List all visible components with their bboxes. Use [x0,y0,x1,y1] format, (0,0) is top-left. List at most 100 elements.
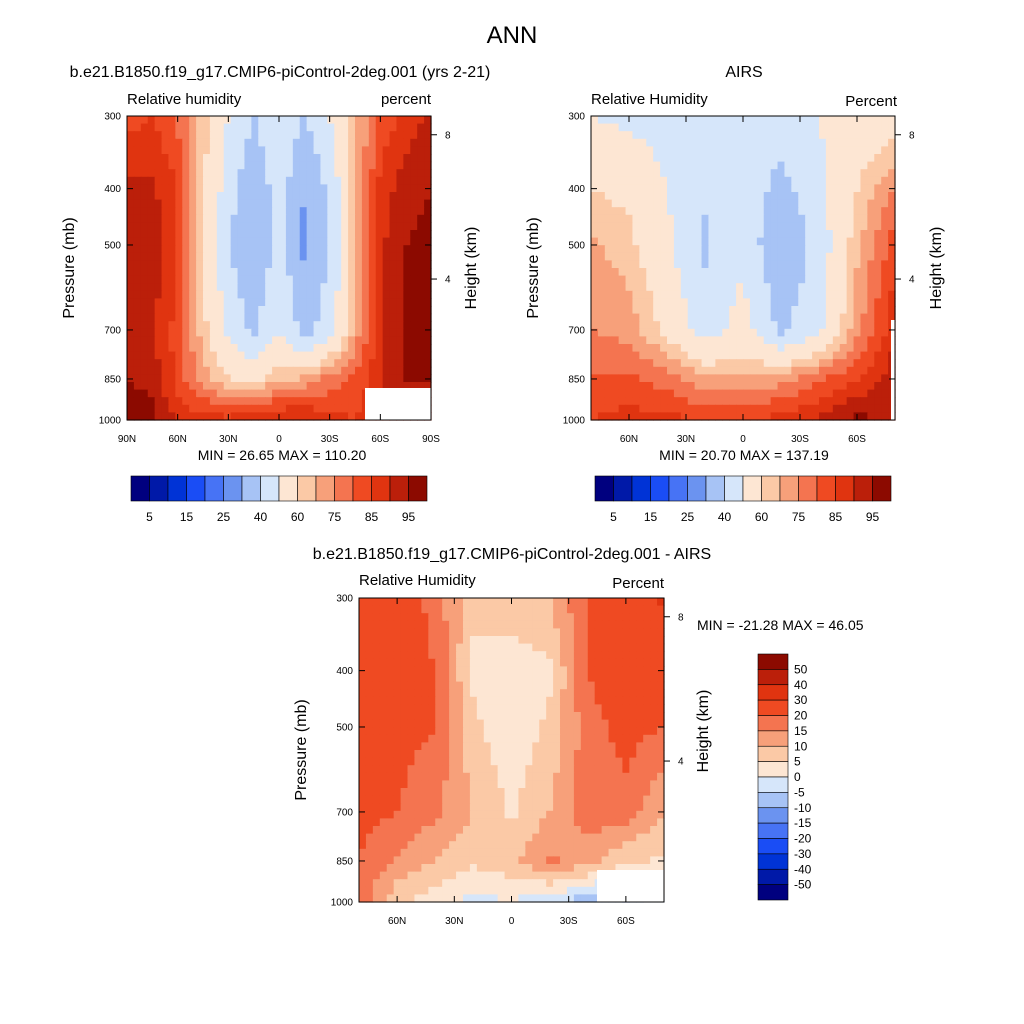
contour-cell [615,788,624,797]
contour-cell [497,780,506,789]
contour-cell [643,757,651,766]
contour-cell [715,404,723,413]
contour-cell [756,306,765,315]
contour-cell [629,681,637,690]
contour-cell [168,306,176,315]
contour-cell [591,252,599,261]
contour-cell [313,306,322,315]
contour-cell [532,605,540,614]
contour-cell [580,803,589,812]
contour-cell [643,788,651,797]
contour-cell [743,374,751,383]
contour-cell [511,788,520,797]
contour-cell [497,788,506,797]
colorbar-swatch [204,475,224,502]
colorbar-swatch [761,475,781,502]
contour-cell [646,397,654,406]
contour-cell [650,719,658,728]
contour-cell [483,795,492,804]
contour-cell [428,765,436,774]
contour-cell [462,628,471,637]
contour-cell [643,750,651,759]
contour-cell [825,404,834,413]
contour-cell [636,704,644,713]
contour-cell [393,696,402,705]
contour-cell [428,658,436,667]
contour-cell [456,605,464,614]
contour-cell [736,116,744,125]
contour-cell [646,404,654,413]
contour-cell [867,237,875,246]
contour-cell [566,613,575,622]
contour-cell [292,199,301,208]
contour-cell [701,298,710,307]
contour-cell [867,397,875,406]
contour-cell [361,176,370,185]
contour-cell [853,351,862,360]
contour-cell [653,230,661,239]
contour-cell [819,397,827,406]
contour-cell [777,131,786,140]
contour-cell [587,598,596,607]
contour-cell [646,146,654,155]
contour-cell [756,283,765,292]
contour-cell [230,169,239,178]
contour-cell [203,374,211,383]
contour-cell [601,598,610,607]
contour-cell [361,290,370,299]
contour-cell [560,666,568,675]
contour-cell [127,336,135,345]
contour-cell [629,757,637,766]
contour-cell [251,245,259,254]
contour-cell [701,313,710,322]
contour-cell [632,154,640,163]
contour-cell [147,154,156,163]
contour-cell [403,268,411,277]
contour-cell [442,704,450,713]
contour-cell [140,374,149,383]
contour-cell [147,222,156,231]
contour-cell [435,605,443,614]
contour-cell [777,359,786,368]
contour-cell [763,169,772,178]
contour-cell [462,742,471,751]
contour-cell [629,696,637,705]
contour-cell [791,260,799,269]
contour-cell [791,313,799,322]
contour-cell [237,336,246,345]
contour-cell [805,138,813,147]
contour-cell [133,161,142,170]
contour-cell [573,719,582,728]
contour-cell [625,268,634,277]
contour-cell [736,351,744,360]
contour-cell [161,199,170,208]
contour-cell [449,704,457,713]
contour-cell [456,696,464,705]
contour-cell [777,283,786,292]
contour-cell [860,154,868,163]
contour-cell [320,283,328,292]
contour-cell [573,780,582,789]
contour-cell [320,382,328,391]
contour-cell [604,230,613,239]
contour-cell [643,734,651,743]
contour-cell [389,366,398,375]
contour-cell [791,351,799,360]
panel-diff: b.e21.B1850.f19_g17.CMIP6-piControl-2deg… [293,546,864,927]
contour-cell [770,154,779,163]
contour-cell [355,366,363,375]
contour-cell [490,651,499,660]
contour-cell [355,138,363,147]
contour-cell [839,154,848,163]
contour-cell [673,161,682,170]
contour-cell [168,298,176,307]
contour-cell [154,389,163,398]
contour-cell [812,412,820,421]
contour-cell [140,116,149,125]
contour-cell [382,344,391,353]
contour-cell [846,207,855,216]
contour-cell [133,207,142,216]
contour-cell [798,116,806,125]
contour-cell [701,116,710,125]
contour-cell [756,268,765,277]
